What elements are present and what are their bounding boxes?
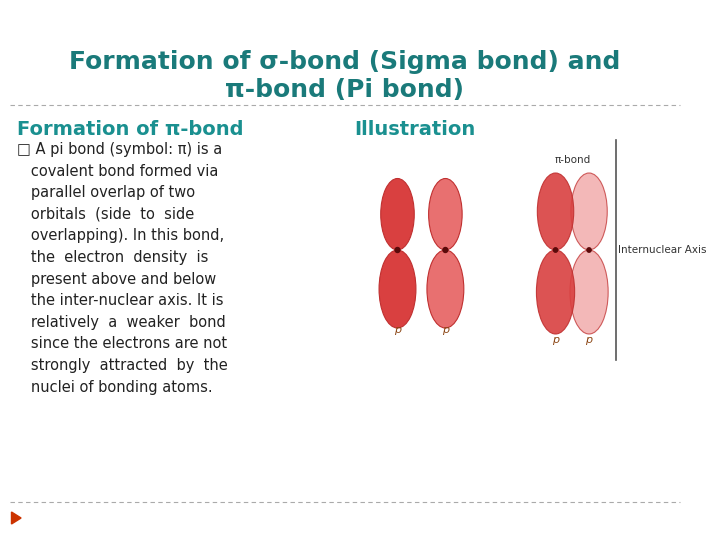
Circle shape: [587, 248, 591, 252]
Ellipse shape: [428, 179, 462, 250]
Text: Internuclear Axis: Internuclear Axis: [618, 245, 706, 255]
Text: p: p: [552, 335, 559, 345]
Text: p: p: [585, 335, 593, 345]
Text: Illustration: Illustration: [354, 120, 476, 139]
Ellipse shape: [536, 250, 575, 334]
Circle shape: [443, 247, 448, 253]
Ellipse shape: [570, 250, 608, 334]
Text: □ A pi bond (symbol: π) is a
   covalent bond formed via
   parallel overlap of : □ A pi bond (symbol: π) is a covalent bo…: [17, 142, 228, 395]
Polygon shape: [12, 512, 21, 524]
Ellipse shape: [427, 250, 464, 328]
Text: Formation of σ-bond (Sigma bond) and
π-bond (Pi bond): Formation of σ-bond (Sigma bond) and π-b…: [69, 50, 621, 102]
Ellipse shape: [571, 173, 607, 250]
Text: p: p: [442, 325, 449, 335]
Ellipse shape: [381, 179, 414, 250]
Circle shape: [395, 247, 400, 253]
Circle shape: [554, 248, 557, 252]
Ellipse shape: [379, 250, 416, 328]
Text: p: p: [394, 325, 401, 335]
Text: π-bond: π-bond: [554, 155, 590, 165]
Ellipse shape: [537, 173, 574, 250]
Text: Formation of π-bond: Formation of π-bond: [17, 120, 244, 139]
